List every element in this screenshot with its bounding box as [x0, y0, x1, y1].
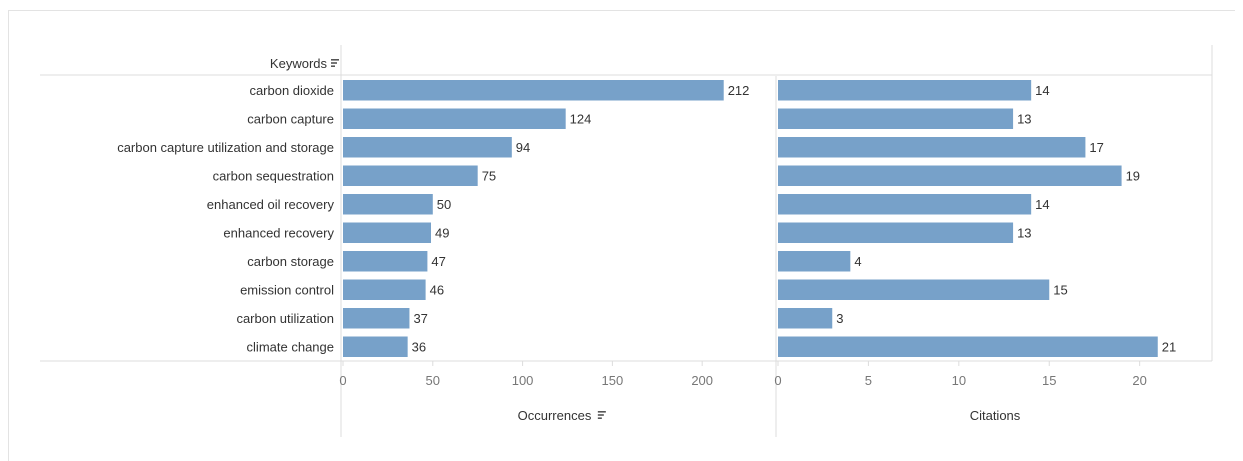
category-label: enhanced oil recovery: [207, 197, 335, 212]
tick-label: 0: [339, 373, 346, 388]
bar-citations[interactable]: [778, 194, 1032, 215]
category-label: carbon capture: [247, 111, 334, 126]
category-label: enhanced recovery: [223, 225, 334, 240]
axis-title-occurrences[interactable]: Occurrences: [518, 408, 592, 423]
row-header-title[interactable]: Keywords: [270, 56, 328, 71]
data-label: 13: [1017, 111, 1031, 126]
data-label: 46: [430, 282, 444, 297]
bar-citations[interactable]: [778, 336, 1158, 358]
bar-occurrences[interactable]: [343, 194, 433, 215]
bar-occurrences[interactable]: [343, 308, 410, 329]
tick-label: 10: [952, 373, 966, 388]
bar-occurrences[interactable]: [343, 80, 724, 101]
tick-label: 15: [1042, 373, 1056, 388]
bar-citations[interactable]: [778, 308, 833, 329]
data-label: 4: [854, 254, 861, 269]
bar-citations[interactable]: [778, 251, 851, 272]
category-label: carbon dioxide: [249, 83, 334, 98]
category-label: carbon storage: [247, 254, 334, 269]
data-label: 37: [413, 311, 427, 326]
category-label: climate change: [247, 339, 334, 354]
data-label: 14: [1035, 83, 1049, 98]
bar-occurrences[interactable]: [343, 336, 408, 358]
bar-citations[interactable]: [778, 222, 1014, 244]
tick-label: 100: [512, 373, 534, 388]
row-header-sort-icon[interactable]: [331, 59, 339, 67]
bar-occurrences[interactable]: [343, 165, 478, 187]
chart-frame: [8, 10, 1235, 461]
bar-occurrences[interactable]: [343, 137, 512, 158]
data-label: 19: [1126, 168, 1140, 183]
bar-citations[interactable]: [778, 165, 1122, 187]
bar-occurrences[interactable]: [343, 222, 431, 244]
bar-citations[interactable]: [778, 80, 1032, 101]
category-label: carbon capture utilization and storage: [117, 140, 334, 155]
category-label: emission control: [240, 282, 334, 297]
bar-citations[interactable]: [778, 137, 1086, 158]
tick-label: 5: [865, 373, 872, 388]
tick-label: 0: [774, 373, 781, 388]
tick-label: 50: [426, 373, 440, 388]
tick-label: 200: [691, 373, 713, 388]
data-label: 50: [437, 197, 451, 212]
data-label: 3: [836, 311, 843, 326]
data-label: 75: [482, 168, 496, 183]
data-label: 49: [435, 225, 449, 240]
bar-occurrences[interactable]: [343, 108, 566, 130]
data-label: 124: [570, 111, 592, 126]
data-label: 94: [516, 140, 530, 155]
tick-label: 150: [602, 373, 624, 388]
data-label: 212: [728, 83, 750, 98]
data-label: 17: [1089, 140, 1103, 155]
category-label: carbon sequestration: [213, 168, 334, 183]
bar-citations[interactable]: [778, 108, 1014, 130]
tick-label: 20: [1132, 373, 1146, 388]
bar-occurrences[interactable]: [343, 251, 428, 272]
axis-sort-icon[interactable]: [597, 411, 606, 419]
data-label: 15: [1053, 282, 1067, 297]
bar-citations[interactable]: [778, 279, 1050, 301]
data-label: 36: [412, 339, 426, 354]
data-label: 21: [1162, 339, 1176, 354]
category-label: carbon utilization: [236, 311, 334, 326]
data-label: 47: [431, 254, 445, 269]
data-label: 14: [1035, 197, 1049, 212]
data-label: 13: [1017, 225, 1031, 240]
axis-title-citations[interactable]: Citations: [970, 408, 1021, 423]
bar-occurrences[interactable]: [343, 279, 426, 301]
